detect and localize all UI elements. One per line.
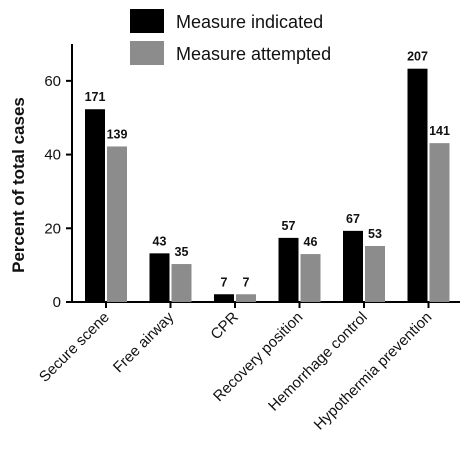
- bar-indicated: [407, 68, 428, 303]
- data-label: 46: [304, 235, 318, 249]
- bar-indicated: [149, 253, 170, 302]
- legend-label-measure-attempted: Measure attempted: [176, 44, 331, 64]
- x-category-label: Hypothermia prevention: [311, 309, 436, 434]
- y-axis-ticks: 0 20 40 60: [44, 73, 72, 311]
- bar-attempted: [236, 294, 256, 302]
- data-label: 207: [407, 50, 428, 64]
- data-label: 7: [243, 275, 250, 289]
- y-axis-title: Percent of total cases: [9, 97, 28, 273]
- bar-attempted: [429, 143, 450, 302]
- bar-indicated: [85, 109, 105, 302]
- legend-label-measure-indicated: Measure indicated: [176, 12, 323, 32]
- bar-indicated: [278, 237, 299, 302]
- legend-swatch-measure-indicated: [130, 9, 164, 33]
- data-label: 57: [282, 219, 296, 233]
- bar-indicated: [343, 230, 363, 302]
- data-label: 43: [153, 234, 167, 248]
- legend-swatch-measure-attempted: [130, 41, 164, 65]
- y-tick-label: 60: [44, 73, 61, 90]
- bar-attempted: [107, 146, 127, 302]
- bar-attempted: [365, 245, 385, 302]
- data-labels: 171 139 43 35 7 7 57 46 67 53 207 141: [85, 50, 450, 290]
- bars: [85, 68, 450, 303]
- x-category-label: Free airway: [110, 308, 178, 376]
- bar-attempted: [300, 254, 321, 302]
- data-label: 171: [85, 90, 106, 104]
- data-label: 7: [221, 275, 228, 289]
- x-category-label: Secure scene: [36, 309, 113, 386]
- data-label: 35: [175, 245, 189, 259]
- bar-indicated: [214, 294, 234, 302]
- x-category-label: CPR: [207, 309, 242, 344]
- data-label: 67: [346, 212, 360, 226]
- y-tick-label: 40: [44, 147, 61, 164]
- data-label: 53: [368, 227, 382, 241]
- bar-attempted: [171, 264, 192, 302]
- data-label: 139: [107, 127, 128, 141]
- legend: Measure indicated Measure attempted: [130, 9, 331, 65]
- y-tick-label: 0: [53, 294, 61, 311]
- data-label: 141: [429, 124, 450, 138]
- legend-item-measure-attempted: Measure attempted: [130, 41, 331, 65]
- y-tick-label: 20: [44, 220, 61, 237]
- legend-item-measure-indicated: Measure indicated: [130, 9, 323, 33]
